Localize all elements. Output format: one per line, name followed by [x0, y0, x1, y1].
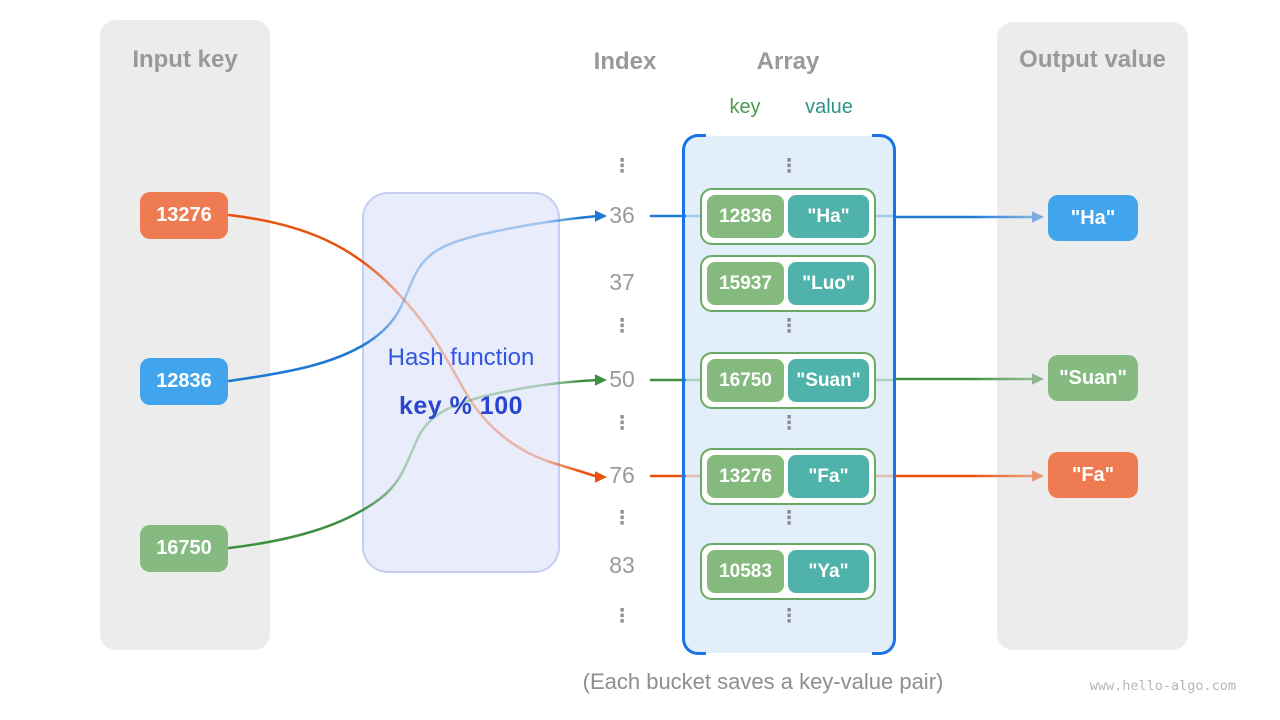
arrowhead-to-suan: [1032, 373, 1044, 385]
output-value-fa: "Fa": [1048, 452, 1138, 498]
index-ellipsis: ⋮: [612, 156, 632, 177]
input-panel-title: Input key: [132, 46, 238, 73]
hash-function-label: Hash function: [387, 344, 535, 371]
bucket-row-37: 15937 "Luo": [700, 255, 876, 312]
array-panel-title: Array: [756, 48, 820, 75]
arrowhead-to-ha: [1032, 211, 1044, 223]
index-37: 37: [609, 269, 635, 295]
arrowhead-to-fa: [1032, 470, 1044, 482]
bucket-key: 12836: [707, 195, 784, 238]
output-arrowheads: [1032, 211, 1044, 482]
output-value-ha: "Ha": [1048, 195, 1138, 241]
arrowhead-to-index-50: [595, 374, 607, 386]
bucket-key: 15937: [707, 262, 784, 305]
array-ellipsis: ⋮: [779, 156, 799, 177]
bucket-key: 10583: [707, 550, 784, 593]
index-50: 50: [609, 366, 635, 392]
input-key-12836: 12836: [140, 358, 228, 405]
input-key-13276: 13276: [140, 192, 228, 239]
array-bracket-right: [872, 134, 896, 655]
array-to-output-lines: [896, 215, 1032, 478]
bucket-row-36: 12836 "Ha": [700, 188, 876, 245]
output-panel-title: Output value: [1019, 46, 1166, 73]
hash-curves: [227, 213, 600, 550]
index-ellipsis: ⋮: [612, 316, 632, 337]
index-76: 76: [609, 462, 635, 488]
curve-12836-to-36: [227, 214, 600, 383]
arrowhead-to-index-76: [595, 471, 607, 483]
bucket-row-50: 16750 "Suan": [700, 352, 876, 409]
output-value-panel: [997, 22, 1188, 650]
array-ellipsis: ⋮: [779, 606, 799, 627]
watermark: www.hello-algo.com: [1089, 678, 1236, 694]
index-ellipsis: ⋮: [612, 606, 632, 627]
bucket-value: "Ha": [788, 195, 869, 238]
index-ellipsis: ⋮: [612, 413, 632, 434]
diagram-caption: (Each bucket saves a key-value pair): [582, 669, 944, 694]
curve-arrowheads: [595, 210, 607, 483]
curve-16750-to-50: [227, 378, 600, 550]
value-column-label: value: [805, 96, 853, 118]
index-83: 83: [609, 552, 635, 578]
bucket-value: "Suan": [788, 359, 869, 402]
bucket-row-83: 10583 "Ya": [700, 543, 876, 600]
key-column-label: key: [729, 96, 761, 118]
output-value-suan: "Suan": [1048, 355, 1138, 401]
input-key-16750: 16750: [140, 525, 228, 572]
bucket-key: 16750: [707, 359, 784, 402]
index-ellipsis: ⋮: [612, 508, 632, 529]
index-36: 36: [609, 202, 635, 228]
bucket-row-76: 13276 "Fa": [700, 448, 876, 505]
curve-13276-to-76: [227, 213, 600, 479]
bucket-value: "Luo": [788, 262, 869, 305]
hash-function-formula: key % 100: [398, 392, 524, 420]
array-bracket-left: [682, 134, 706, 655]
array-ellipsis: ⋮: [779, 508, 799, 529]
bucket-value: "Ya": [788, 550, 869, 593]
index-to-array-lines: [649, 214, 687, 478]
index-column-title: Index: [593, 48, 657, 75]
array-ellipsis: ⋮: [779, 413, 799, 434]
array-ellipsis: ⋮: [779, 316, 799, 337]
bucket-key: 13276: [707, 455, 784, 498]
bucket-value: "Fa": [788, 455, 869, 498]
arrowhead-to-index-36: [595, 210, 607, 222]
